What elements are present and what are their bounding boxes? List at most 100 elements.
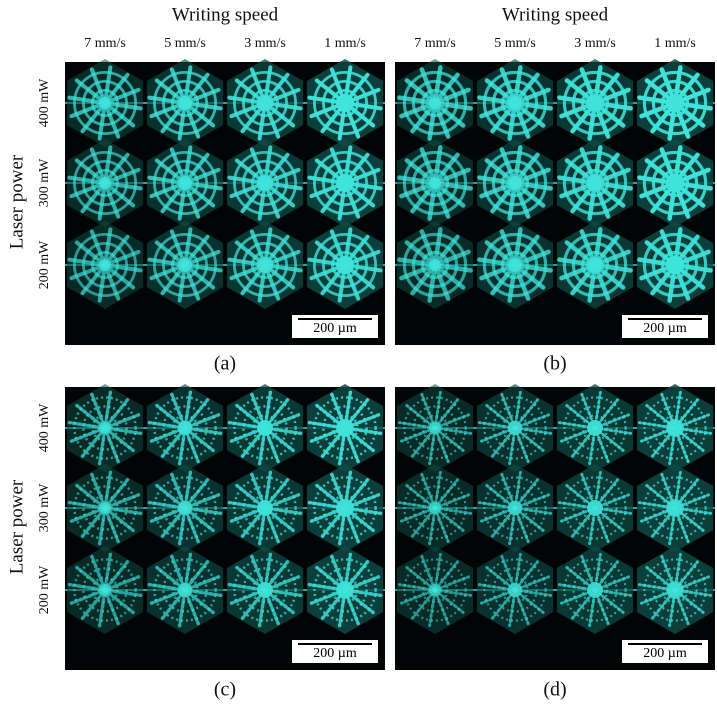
wheel-hub xyxy=(587,95,603,111)
wheel-ring xyxy=(153,396,217,460)
wheel-ring xyxy=(162,485,208,531)
wheel-spoke xyxy=(420,472,437,510)
wheel-ring xyxy=(242,567,288,613)
wheel-ring xyxy=(250,168,279,197)
wheel-hub xyxy=(257,175,273,191)
wheel-ring xyxy=(483,558,547,622)
wheel-ring xyxy=(331,414,359,442)
speed-label: 7 mm/s xyxy=(84,36,126,51)
wheel-ring xyxy=(563,558,627,622)
wheel-ring xyxy=(73,71,138,136)
wheel-ring xyxy=(651,79,699,127)
wheel-ring xyxy=(651,241,699,289)
panel-label: (a) xyxy=(214,353,236,375)
wheel-ring xyxy=(233,558,297,622)
scale-bar-box xyxy=(622,315,708,338)
wheel-ring xyxy=(572,567,618,613)
wheel-ring xyxy=(322,405,368,451)
wheel-ring xyxy=(643,476,707,540)
wheel-ring xyxy=(91,414,119,442)
wheel-ring xyxy=(412,405,458,451)
wheel-ring xyxy=(420,88,450,118)
wheel-ring xyxy=(500,250,530,280)
wheel-hub xyxy=(429,422,441,434)
wheel-ring xyxy=(501,576,529,604)
wheel-ring xyxy=(91,89,120,118)
speed-label: 7 mm/s xyxy=(414,36,456,51)
wheel-ring xyxy=(501,494,529,522)
wheel-hub xyxy=(178,501,192,515)
wheel-ring xyxy=(321,80,368,127)
wheel-ring xyxy=(483,396,547,460)
wheel-spoke xyxy=(80,588,107,620)
wheel-hub xyxy=(666,94,684,112)
wheel-ring xyxy=(91,494,119,522)
scale-bar-box xyxy=(622,640,708,663)
micrograph: 200 µm xyxy=(395,59,715,345)
wheel-hub xyxy=(429,584,441,596)
wheel-ring xyxy=(330,250,359,279)
wheel-ring xyxy=(162,567,208,613)
wheel-ring xyxy=(82,241,129,288)
wheel-spoke xyxy=(411,426,437,458)
wheel-hub xyxy=(99,584,111,596)
wheel-ring xyxy=(330,168,359,197)
row-title: Laser power xyxy=(6,479,27,574)
wheel-ring xyxy=(572,485,618,531)
wheel-ring xyxy=(491,79,539,127)
wheel-ring xyxy=(581,414,609,442)
wheel-ring xyxy=(652,485,698,531)
wheel-hub xyxy=(666,256,684,274)
wheel-hub xyxy=(666,174,684,192)
wheel-ring xyxy=(73,150,138,215)
wheel-ring xyxy=(642,150,708,216)
wheel-hub xyxy=(178,96,192,110)
wheel-hub xyxy=(178,421,192,435)
wheel-hub xyxy=(99,422,111,434)
wheel-ring xyxy=(411,159,459,207)
scale-bar-box xyxy=(292,315,378,338)
wheel-hub xyxy=(508,258,522,272)
speed-label: 3 mm/s xyxy=(574,36,616,51)
wheel-hub xyxy=(99,97,111,109)
wheel-ring xyxy=(170,89,199,118)
wheel-ring xyxy=(232,232,297,297)
wheel-ring xyxy=(403,476,467,540)
column-title: Writing speed xyxy=(172,4,279,25)
scale-bar-label: 200 µm xyxy=(313,321,357,336)
wheel-ring xyxy=(241,241,288,288)
wheel-ring xyxy=(661,494,689,522)
wheel-ring xyxy=(652,405,698,451)
wheel-ring xyxy=(91,250,120,279)
wheel-hub xyxy=(666,581,684,599)
wheel-ring xyxy=(661,414,689,442)
wheel-ring xyxy=(241,80,288,127)
wheel-ring xyxy=(482,70,548,136)
wheel-hub xyxy=(178,176,192,190)
wheel-ring xyxy=(412,567,458,613)
scale-bar-label: 200 µm xyxy=(643,646,687,661)
wheel-ring xyxy=(421,576,449,604)
wheel-ring xyxy=(153,476,217,540)
wheel-ring xyxy=(82,567,128,613)
wheel-ring xyxy=(581,494,609,522)
wheel-ring xyxy=(250,250,279,279)
wheel-hub xyxy=(587,420,603,436)
speed-label: 1 mm/s xyxy=(654,36,696,51)
panel-label: (b) xyxy=(543,353,566,375)
wheel-hub xyxy=(429,502,441,514)
wheel-ring xyxy=(402,70,468,136)
wheel-ring xyxy=(170,250,199,279)
wheel-ring xyxy=(420,250,450,280)
wheel-ring xyxy=(313,396,377,460)
wheel-ring xyxy=(233,476,297,540)
wheel-ring xyxy=(571,159,619,207)
scale-bar-label: 200 µm xyxy=(643,321,687,336)
power-label: 300 mW xyxy=(37,483,52,532)
wheel-ring xyxy=(660,250,690,280)
wheel-hub xyxy=(257,257,273,273)
wheel-ring xyxy=(170,168,199,197)
power-label: 200 mW xyxy=(37,565,52,614)
wheel-hub xyxy=(257,420,273,436)
speed-label: 3 mm/s xyxy=(244,36,286,51)
